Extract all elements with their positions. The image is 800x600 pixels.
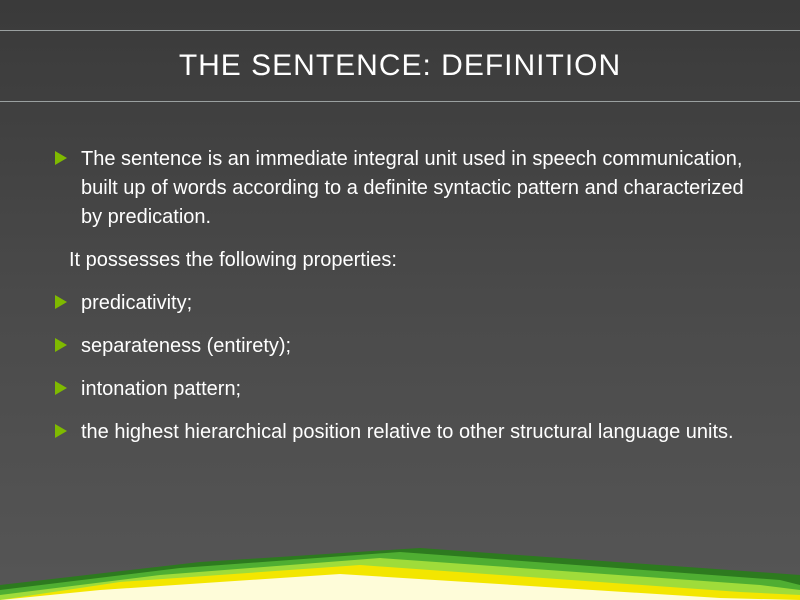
item-text: the highest hierarchical position relati…: [81, 418, 734, 447]
list-item: It possesses the following properties:: [69, 246, 745, 275]
bullet-icon: [55, 381, 67, 395]
list-item: the highest hierarchical position relati…: [55, 418, 745, 447]
bullet-icon: [55, 295, 67, 309]
bullet-icon: [55, 338, 67, 352]
accent-decoration: [0, 540, 800, 600]
list-item: predicativity;: [55, 289, 745, 318]
item-text: predicativity;: [81, 289, 192, 318]
slide-title: THE SENTENCE: DEFINITION: [179, 49, 621, 83]
title-bar: THE SENTENCE: DEFINITION: [0, 30, 800, 102]
list-item: intonation pattern;: [55, 375, 745, 404]
item-text: The sentence is an immediate integral un…: [81, 145, 745, 232]
item-text: intonation pattern;: [81, 375, 241, 404]
item-text: It possesses the following properties:: [69, 246, 745, 275]
presentation-slide: THE SENTENCE: DEFINITION The sentence is…: [0, 0, 800, 600]
bullet-icon: [55, 424, 67, 438]
bullet-icon: [55, 151, 67, 165]
list-item: separateness (entirety);: [55, 332, 745, 361]
slide-content: The sentence is an immediate integral un…: [55, 145, 745, 461]
list-item: The sentence is an immediate integral un…: [55, 145, 745, 232]
item-text: separateness (entirety);: [81, 332, 291, 361]
